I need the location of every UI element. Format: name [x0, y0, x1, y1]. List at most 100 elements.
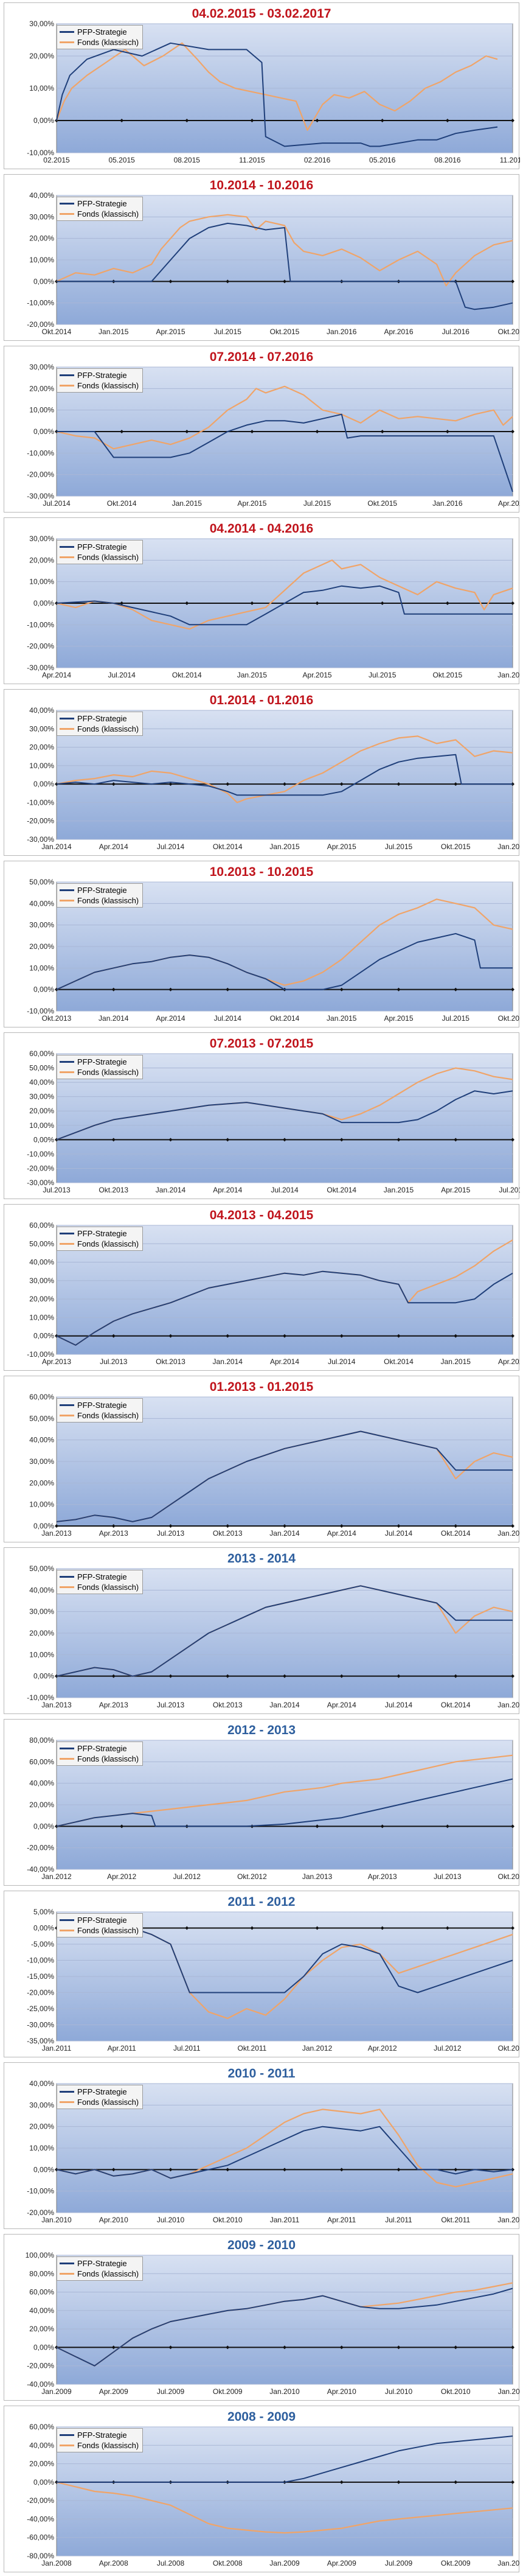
y-tick-label: 10,00% [29, 964, 54, 972]
chart-panel: 10.2014 - 10.2016 40,00% 30,00% 20,00% 10,00… [4, 174, 520, 341]
y-tick-label: -20,00% [27, 1844, 54, 1852]
x-tick-label: Apr.2012 [368, 2044, 397, 2053]
legend-entry: PFP-Strategie [60, 1572, 139, 1582]
series-line-pfp-strategie [57, 2435, 513, 2483]
x-tick-mark [454, 1524, 458, 1528]
legend-swatch [60, 1576, 74, 1578]
x-tick-label: Jan.2015 [269, 842, 300, 851]
x-tick-label: Jan.2014 [156, 1186, 186, 1194]
x-tick-label: Apr.2011 [327, 2216, 356, 2224]
x-tick-mark [111, 782, 116, 786]
y-tick-label: 30,00% [29, 212, 54, 221]
y-tick-label: -20,00% [27, 471, 54, 479]
x-tick-mark [226, 1138, 230, 1142]
line-chart: 30,00% 20,00% 10,00% 0,00% -10,00% -20,00% -30… [27, 534, 520, 679]
x-tick-mark [397, 1674, 401, 1678]
x-tick-label: Jul.2014 [43, 499, 71, 508]
x-tick-mark [454, 782, 458, 786]
y-tick-label: 20,00% [29, 1629, 54, 1637]
legend-entry: Fonds (klassisch) [60, 724, 139, 734]
chart-title: 2010 - 2011 [227, 2067, 296, 2081]
y-tick-label: 30,00% [29, 1093, 54, 1101]
y-tick-label: 0,00% [33, 1522, 54, 1530]
x-tick-mark [185, 430, 189, 433]
x-tick-mark [511, 279, 514, 284]
x-tick-label: Jan.2015 [441, 1357, 471, 1366]
x-tick-mark [339, 1334, 344, 1338]
chart-title: 01.2013 - 01.2015 [209, 1380, 314, 1394]
x-tick-mark [111, 1674, 116, 1678]
chart-title: 2012 - 2013 [227, 1723, 296, 1737]
y-tick-label: 40,00% [29, 2306, 54, 2315]
y-tick-label: -10,00% [27, 620, 54, 629]
x-tick-mark [511, 430, 514, 433]
x-tick-mark [511, 1926, 514, 1930]
x-tick-label: Jan.2015 [99, 327, 129, 336]
x-tick-label: 11.2015 [239, 156, 265, 164]
x-tick-label: Jul.2012 [434, 2044, 462, 2053]
legend-entry: Fonds (klassisch) [60, 2269, 139, 2279]
y-tick-label: -35,00% [27, 2037, 54, 2045]
x-tick-mark [380, 430, 384, 433]
y-tick-label: -40,00% [27, 2515, 54, 2523]
x-tick-label: Jan.2015 [327, 1014, 357, 1023]
x-tick-mark [120, 430, 124, 433]
series-line-pfp-strategie [57, 413, 513, 492]
y-tick-label: -30,00% [27, 492, 54, 500]
y-tick-label: 40,00% [29, 1779, 54, 1788]
x-tick-label: Okt.2013 [498, 1872, 520, 1881]
chart-legend: PFP-Strategie Fonds (klassisch) [57, 1741, 144, 1766]
chart-panel: 10.2013 - 10.2015 50,00% 40,00% 30,00% 20,00… [4, 861, 520, 1027]
x-tick-label: Jul.2012 [173, 1872, 201, 1881]
legend-entry: PFP-Strategie [60, 1057, 139, 1067]
x-tick-label: Okt.2015 [270, 327, 300, 336]
chart-panel: 2009 - 2010 100,00% 80,00% 60,00% 40,00% 20,0… [4, 2234, 520, 2401]
x-tick-label: Jan.2016 [327, 327, 357, 336]
legend-entry: Fonds (klassisch) [60, 209, 139, 219]
series-line-fonds-klassisch [56, 385, 513, 450]
x-tick-label: Jul.2009 [385, 2559, 413, 2567]
y-tick-label: 60,00% [29, 1049, 54, 1058]
y-tick-label: 5,00% [33, 1908, 54, 1916]
x-tick-label: Jan.2014 [99, 1014, 129, 1023]
x-tick-label: Apr.2009 [99, 2387, 128, 2396]
x-tick-mark [168, 987, 173, 992]
x-tick-label: Jan.2013 [41, 1529, 72, 1538]
legend-swatch [60, 2445, 74, 2446]
legend-swatch [60, 374, 74, 376]
legend-swatch [60, 1586, 74, 1588]
series-line-fonds-klassisch [56, 735, 513, 803]
y-tick-label: 10,00% [29, 578, 54, 586]
x-tick-label: Okt.2013 [213, 1529, 243, 1538]
series-line-pfp-strategie [56, 933, 513, 990]
series-line-fonds-klassisch [56, 214, 513, 287]
legend-swatch [60, 2263, 74, 2264]
legend-swatch [60, 718, 74, 719]
y-tick-label: 0,00% [33, 2343, 54, 2351]
y-tick-label: 0,00% [33, 1924, 54, 1933]
x-tick-mark [283, 1138, 286, 1142]
chart-title: 2009 - 2010 [227, 2238, 296, 2252]
series-line-pfp-strategie [56, 585, 513, 626]
series-line-pfp-strategie [56, 2287, 513, 2367]
y-tick-label: 30,00% [29, 1608, 54, 1616]
y-tick-label: 0,00% [33, 2165, 54, 2174]
x-tick-mark [111, 1334, 116, 1338]
x-tick-mark [185, 119, 189, 122]
x-tick-label: Okt.2013 [42, 1014, 72, 1023]
y-tick-label: 0,00% [33, 985, 54, 994]
y-tick-label: 50,00% [29, 878, 54, 886]
x-tick-label: Okt.2014 [441, 1529, 471, 1538]
x-tick-label: Jul.2014 [385, 1701, 413, 1709]
x-tick-label: Jul.2011 [385, 2216, 412, 2224]
legend-swatch [60, 546, 74, 548]
x-tick-label: Apr.2013 [42, 1357, 71, 1366]
x-tick-mark [55, 1524, 58, 1528]
legend-swatch [60, 1233, 74, 1234]
y-tick-label: 20,00% [29, 1479, 54, 1487]
x-tick-label: Jan.2011 [270, 2216, 300, 2224]
x-tick-label: Jan.2016 [497, 842, 520, 851]
chart-legend: PFP-Strategie Fonds (klassisch) [57, 1055, 144, 1079]
x-tick-mark [380, 1824, 384, 1829]
legend-entry: PFP-Strategie [60, 1400, 139, 1410]
